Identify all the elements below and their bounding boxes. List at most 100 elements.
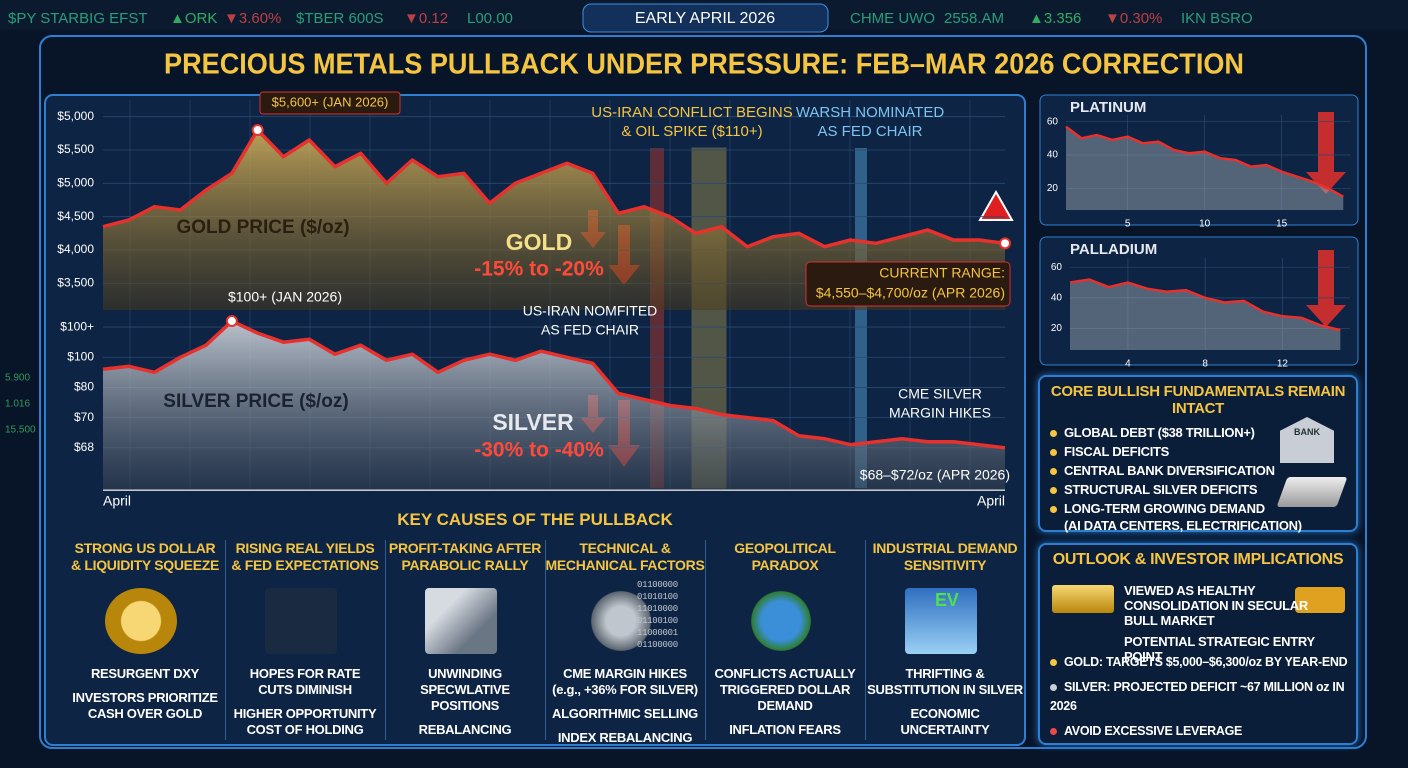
bullet bbox=[1050, 506, 1057, 514]
outlook-panel: OUTLOOK & INVESTOR IMPLICATIONS VIEWED A… bbox=[1038, 543, 1358, 745]
cause-line: THRIFTING & bbox=[905, 666, 985, 681]
cause-line: (e.g., +36% FOR SILVER) bbox=[552, 682, 698, 697]
icon-text: 11000001 bbox=[637, 628, 678, 638]
y-tick-label: 20 bbox=[1051, 323, 1063, 334]
x-tick-label: 15 bbox=[1276, 219, 1288, 230]
annotation: $4,550–$4,700/oz (APR 2026) bbox=[816, 285, 1005, 301]
cause-title-line: PARADOX bbox=[751, 557, 819, 573]
cause-text: CONFLICTS ACTUALLY TRIGGERED DOLLAR DEMAND bbox=[705, 666, 865, 714]
annotation: CME SILVER bbox=[898, 386, 982, 402]
icon bbox=[745, 588, 817, 654]
cause-title-line: SENSITIVITY bbox=[903, 557, 987, 573]
cause-line: UNWINDING bbox=[428, 666, 502, 681]
icon-text: 01010100 bbox=[637, 592, 678, 602]
outlook-block: VIEWED AS HEALTHY CONSOLIDATION IN SECULA… bbox=[1124, 583, 1344, 628]
divider bbox=[705, 540, 706, 740]
silver-bar-icon bbox=[1276, 477, 1348, 507]
icon-text: 01100100 bbox=[637, 616, 678, 626]
annotation: US-IRAN NOMFITED bbox=[523, 303, 658, 319]
fundamental-item: CENTRAL BANK DIVERSIFICATION bbox=[1050, 461, 1356, 480]
line bbox=[102, 319, 1006, 450]
callout-box bbox=[805, 261, 1011, 307]
cause-title-line: STRONG US DOLLAR bbox=[74, 540, 216, 556]
outlook-bullet-text: AVOID EXCESSIVE LEVERAGE bbox=[1064, 724, 1243, 738]
small-chart-title: PALLADIUM bbox=[1070, 241, 1157, 258]
cause-text: CME MARGIN HIKES (e.g., +36% FOR SILVER) bbox=[545, 666, 705, 698]
outlook-line: VIEWED AS HEALTHY bbox=[1124, 583, 1256, 598]
icon bbox=[105, 588, 177, 654]
outer-frame bbox=[39, 35, 1367, 749]
y-tick-label: 60 bbox=[1051, 262, 1063, 273]
cause-line: UNCERTAINTY bbox=[900, 722, 990, 737]
cause-title-line: TECHNICAL & bbox=[579, 540, 671, 556]
cause-icon: 01100000 01010100 11010000 01100100 11000001… bbox=[545, 580, 705, 666]
annotation: WARSH NOMINATED bbox=[796, 104, 944, 121]
callout-box bbox=[259, 91, 401, 115]
y2-tick-label: $70 bbox=[74, 410, 94, 424]
annotation: AS FED CHAIR bbox=[817, 123, 922, 140]
divider bbox=[865, 540, 866, 740]
outlook-bullet-text: SILVER: PROJECTED DEFICIT ~67 MILLION oz… bbox=[1050, 680, 1345, 713]
cause-line: POSITIONS bbox=[430, 698, 500, 713]
outlook-bullet: AVOID EXCESSIVE LEVERAGE bbox=[1050, 722, 1355, 741]
x-tick-label: 4 bbox=[1125, 359, 1131, 370]
cause-line: ECONOMIC bbox=[910, 706, 980, 721]
area bbox=[1066, 126, 1344, 210]
annotation: US-IRAN CONFLICT BEGINS bbox=[591, 104, 792, 121]
area bbox=[103, 321, 1005, 490]
title: PRECIOUS METALS PULLBACK UNDER PRESSURE:… bbox=[164, 49, 1244, 81]
y-tick-label: 40 bbox=[1051, 293, 1063, 304]
fundamental-item: STRUCTURAL SILVER DEFICITS bbox=[1050, 480, 1356, 499]
cause-column: PROFIT-TAKING AFTER PARABOLIC RALLY UNWIND… bbox=[385, 540, 545, 746]
cause-text: ECONOMIC UNCERTAINTY bbox=[865, 706, 1025, 738]
ticker-item: ▲ORK bbox=[170, 10, 217, 27]
x-tick-label: April bbox=[103, 493, 131, 509]
bullet bbox=[1050, 487, 1057, 495]
cause-line: TRIGGERED DOLLAR bbox=[719, 682, 851, 697]
cause-line: HIGHER OPPORTUNITY bbox=[233, 706, 377, 721]
y2-tick-label: $80 bbox=[74, 380, 94, 394]
end-marker bbox=[999, 237, 1011, 250]
outlook-bullet: GOLD: TARGETS $5,000–$6,300/oz BY YEAR-E… bbox=[1050, 653, 1355, 672]
peak-marker bbox=[251, 124, 264, 136]
line bbox=[102, 128, 1006, 249]
small-chart-title: PLATINUM bbox=[1070, 99, 1146, 116]
x-tick-label: 8 bbox=[1202, 359, 1208, 370]
cause-line: RESURGENT DXY bbox=[90, 666, 200, 681]
ticker-item: $TBER 600S bbox=[296, 10, 384, 27]
cause-icon bbox=[225, 580, 385, 666]
annotation: $68–$72/oz (APR 2026) bbox=[860, 467, 1010, 483]
cause-line: INFLATION FEARS bbox=[729, 722, 841, 737]
annotation: CURRENT RANGE: bbox=[879, 265, 1005, 281]
ticker-item: 2558.AM bbox=[944, 10, 1004, 27]
truck-icon bbox=[1295, 587, 1345, 613]
cause-title: TECHNICAL & MECHANICAL FACTORS bbox=[545, 540, 705, 580]
cause-text: THRIFTING & SUBSTITUTION IN SILVER bbox=[865, 666, 1025, 698]
fundamental-line: (AI DATA CENTERS, ELECTRIFICATION) bbox=[1050, 518, 1356, 534]
ticker-item: ▼3.60% bbox=[224, 10, 281, 27]
y-tick-label: 20 bbox=[1047, 183, 1059, 194]
y2-tick-label: $68 bbox=[74, 440, 94, 454]
cause-title-line: RISING REAL YIELDS bbox=[235, 540, 375, 556]
causes-title: KEY CAUSES OF THE PULLBACK bbox=[397, 510, 673, 529]
side-number: 5.900 bbox=[5, 373, 30, 384]
peak-marker bbox=[225, 315, 238, 328]
fundamentals-panel: CORE BULLISH FUNDAMENTALS REMAIN INTACT … bbox=[1038, 375, 1358, 534]
cause-title: RISING REAL YIELDS & FED EXPECTATIONS bbox=[225, 540, 385, 580]
annotation: AS FED CHAIR bbox=[541, 322, 639, 338]
y-tick-label: $5,500 bbox=[57, 142, 94, 156]
y-tick-label: $4,000 bbox=[57, 242, 94, 256]
fundamental-line: LONG-TERM GROWING DEMAND bbox=[1050, 499, 1356, 518]
annotation: & OIL SPIKE ($110+) bbox=[621, 123, 762, 140]
fundamental-text: FISCAL DEFICITS bbox=[1064, 444, 1170, 459]
bullet bbox=[1050, 728, 1057, 736]
cause-title-line: & FED EXPECTATIONS bbox=[231, 557, 379, 573]
ticker-item: CHME UWO bbox=[850, 10, 935, 27]
cause-line: CONFLICTS ACTUALLY bbox=[714, 666, 856, 681]
fundamental-text: STRUCTURAL SILVER DEFICITS bbox=[1064, 482, 1258, 497]
cause-line: SPECWLATIVE bbox=[420, 682, 510, 697]
outlook-title: OUTLOOK & INVESTOR IMPLICATIONS bbox=[1052, 551, 1344, 568]
fundamental-line: STRUCTURAL SILVER DEFICITS bbox=[1050, 480, 1356, 499]
fundamental-text: GLOBAL DEBT ($38 TRILLION+) bbox=[1064, 425, 1255, 440]
